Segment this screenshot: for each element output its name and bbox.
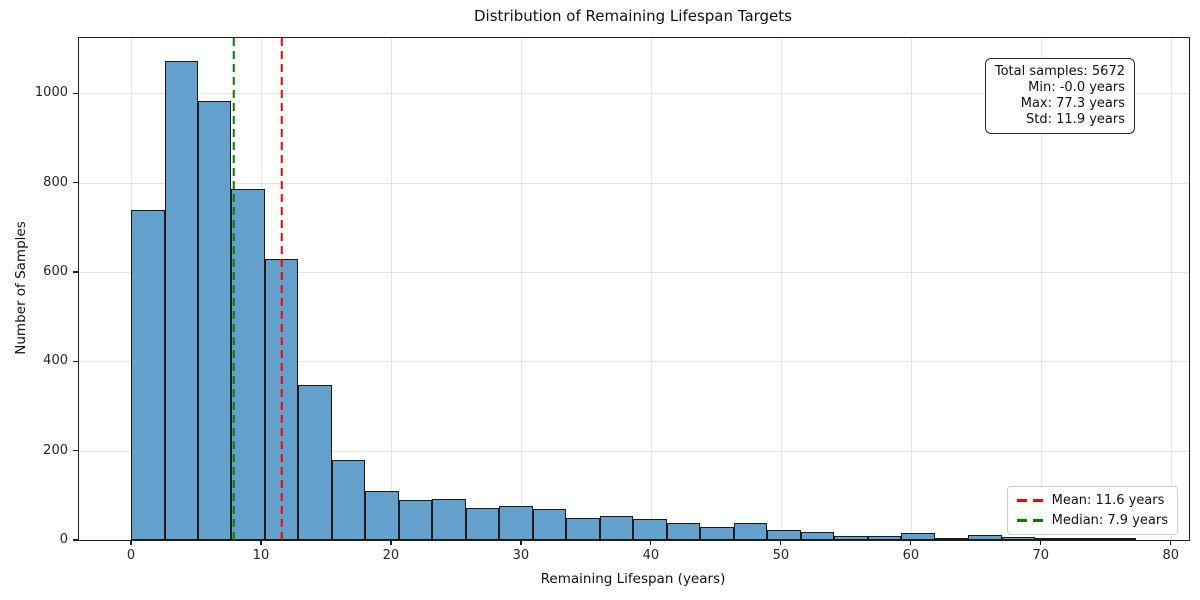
histogram-bar-6 [331, 459, 366, 540]
x-tick-label-70: 70 [1032, 548, 1050, 563]
y-axis-label: Number of Samples [13, 221, 29, 355]
x-tick-label-20: 20 [382, 548, 400, 563]
legend-label-mean: Mean: 11.6 years [1051, 493, 1165, 508]
x-tick-label-80: 80 [1162, 548, 1180, 563]
gridline-y-400 [79, 361, 1189, 363]
x-tick-70 [1040, 541, 1042, 545]
x-tick-40 [650, 541, 652, 545]
x-tick-10 [260, 541, 262, 545]
y-tick-label-800: 800 [43, 174, 68, 190]
mean-dashed-line-icon [1016, 499, 1043, 502]
histogram-bar-25 [968, 535, 1002, 540]
histogram-bar-28 [1068, 538, 1103, 540]
histogram-bar-14 [599, 516, 634, 540]
gridline-x-50 [780, 38, 782, 540]
x-tick-20 [390, 541, 392, 545]
x-tick-0 [130, 541, 132, 545]
histogram-bar-1 [164, 61, 198, 540]
y-tick-label-0: 0 [59, 532, 68, 547]
stats-box: Total samples: 5672 Min: -0.0 years Max:… [984, 58, 1135, 134]
histogram-bar-21 [834, 535, 868, 540]
x-tick-label-30: 30 [512, 548, 530, 563]
x-tick-label-10: 10 [252, 548, 270, 563]
y-tick-label-200: 200 [43, 442, 68, 458]
histogram-bar-15 [633, 519, 667, 540]
y-tick-800 [73, 182, 78, 184]
histogram-bar-12 [532, 508, 567, 540]
median-line [232, 38, 235, 540]
x-tick-label-50: 50 [772, 548, 790, 563]
histogram-bar-19 [767, 529, 801, 540]
histogram-bar-9 [432, 498, 466, 540]
mean-line [280, 38, 283, 540]
gridline-y-600 [79, 272, 1189, 274]
histogram-bar-29 [1102, 538, 1136, 540]
y-tick-0 [73, 539, 78, 541]
histogram-bar-23 [901, 533, 935, 540]
histogram-bar-16 [666, 523, 701, 540]
stats-max: Max: 77.3 years [1020, 96, 1125, 111]
x-tick-label-60: 60 [902, 548, 920, 563]
histogram-bar-18 [733, 523, 768, 540]
legend-item-median: Median: 7.9 years [1016, 513, 1168, 528]
gridline-x-30 [520, 38, 522, 540]
histogram-bar-27 [1035, 537, 1069, 540]
histogram-bar-10 [465, 507, 500, 540]
gridline-x-40 [650, 38, 652, 540]
gridline-x-60 [910, 38, 912, 540]
histogram-bar-5 [298, 384, 332, 540]
histogram-bar-0 [130, 209, 165, 540]
histogram-bar-24 [934, 538, 969, 540]
x-tick-80 [1170, 541, 1172, 545]
gridline-y-1000 [79, 93, 1189, 95]
histogram-bar-3 [231, 189, 265, 540]
x-tick-label-0: 0 [126, 548, 136, 563]
y-tick-label-400: 400 [43, 353, 68, 369]
y-tick-400 [73, 360, 78, 362]
histogram-bar-17 [700, 526, 734, 540]
stats-total-samples: Total samples: 5672 [994, 64, 1125, 79]
legend: Mean: 11.6 years Median: 7.9 years [1006, 486, 1178, 535]
histogram-bar-11 [499, 506, 533, 540]
y-tick-200 [73, 450, 78, 452]
median-dashed-line-icon [1016, 519, 1043, 522]
stats-min: Min: -0.0 years [1028, 80, 1125, 95]
y-tick-label-1000: 1000 [34, 85, 68, 101]
chart-title: Distribution of Remaining Lifespan Targe… [474, 7, 792, 25]
histogram-bar-26 [1001, 536, 1036, 540]
x-tick-60 [910, 541, 912, 545]
histogram-bar-22 [867, 535, 902, 540]
gridline-x-70 [1040, 38, 1042, 540]
histogram-bar-7 [365, 490, 399, 540]
histogram-bar-8 [398, 499, 433, 540]
y-tick-1000 [73, 92, 78, 94]
histogram-bar-2 [197, 100, 232, 540]
stats-std: Std: 11.9 years [1026, 112, 1125, 127]
y-tick-600 [73, 271, 78, 273]
x-tick-50 [780, 541, 782, 545]
gridline-y-200 [79, 450, 1189, 452]
gridline-y-800 [79, 182, 1189, 184]
histogram-bar-13 [566, 517, 600, 540]
x-tick-30 [520, 541, 522, 545]
x-axis-label: Remaining Lifespan (years) [540, 571, 726, 587]
y-tick-label-600: 600 [43, 264, 68, 280]
legend-label-median: Median: 7.9 years [1051, 513, 1168, 528]
histogram-bar-20 [800, 531, 835, 540]
legend-item-mean: Mean: 11.6 years [1016, 493, 1168, 508]
gridline-x-80 [1170, 38, 1172, 540]
gridline-x-20 [390, 38, 392, 540]
x-tick-label-40: 40 [642, 548, 660, 563]
